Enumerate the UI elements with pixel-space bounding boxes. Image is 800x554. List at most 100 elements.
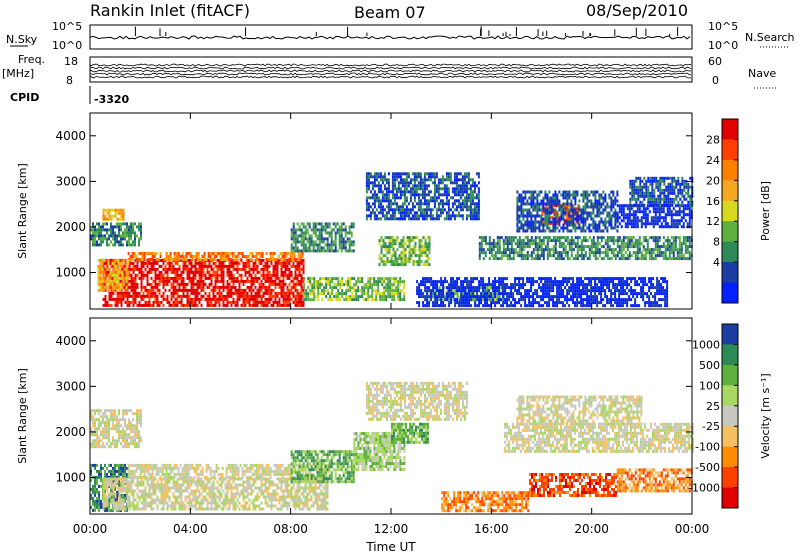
data-cell [550, 211, 553, 215]
data-cell [357, 298, 360, 302]
data-cell [516, 239, 519, 243]
data-cell [226, 282, 229, 286]
data-cell [383, 286, 386, 290]
data-cell [404, 251, 407, 255]
data-cell [451, 181, 454, 185]
data-cell [379, 190, 382, 194]
data-cell [379, 277, 382, 281]
data-cell [632, 213, 635, 217]
data-cell [502, 298, 505, 302]
data-cell [153, 255, 156, 258]
data-cell [526, 217, 529, 221]
data-cell [342, 243, 345, 247]
data-cell [554, 248, 557, 252]
data-cell [688, 245, 691, 249]
data-cell [102, 297, 105, 301]
data-cell [564, 251, 567, 255]
data-cell [496, 257, 499, 261]
data-cell [686, 251, 689, 255]
data-cell [205, 258, 208, 261]
data-cell [373, 190, 376, 194]
data-cell [113, 276, 116, 280]
data-cell [377, 196, 380, 200]
data-cell [121, 282, 124, 286]
data-cell [654, 239, 657, 243]
data-cell [436, 304, 439, 308]
data-cell [460, 289, 463, 293]
data-cell [102, 208, 105, 212]
data-cell [461, 214, 464, 218]
data-cell [286, 264, 289, 268]
data-cell [580, 251, 583, 255]
data-cell [106, 217, 109, 221]
data-cell [355, 295, 358, 299]
data-cell [614, 211, 617, 215]
data-cell [656, 242, 659, 246]
data-cell [554, 202, 557, 206]
data-cell [291, 258, 294, 261]
data-cell [367, 187, 370, 191]
data-cell [592, 205, 595, 209]
data-cell [429, 190, 432, 194]
data-cell [422, 251, 425, 255]
data-cell [122, 297, 125, 301]
data-cell [119, 261, 122, 265]
data-cell [562, 211, 565, 215]
data-cell [115, 279, 118, 283]
scatter-region [303, 277, 406, 302]
data-cell [320, 234, 323, 238]
data-cell [564, 202, 567, 206]
data-cell [94, 228, 96, 232]
data-cell [420, 251, 423, 255]
data-cell [510, 257, 513, 261]
data-cell [255, 255, 258, 258]
data-cell [158, 276, 161, 280]
data-cell [556, 257, 559, 261]
data-cell [612, 239, 615, 243]
data-cell [121, 276, 124, 280]
data-cell [220, 285, 223, 289]
data-cell [339, 283, 342, 287]
data-cell [417, 181, 420, 185]
data-cell [121, 270, 124, 274]
data-cell [465, 187, 468, 191]
data-cell [218, 279, 221, 283]
data-cell [260, 267, 263, 271]
data-cell [534, 196, 537, 200]
data-cell [646, 248, 649, 252]
data-cell [468, 301, 471, 305]
data-cell [335, 286, 338, 290]
data-cell [128, 234, 130, 238]
data-cell [274, 291, 277, 295]
data-cell [141, 252, 144, 255]
data-cell [490, 292, 493, 296]
data-cell [520, 202, 523, 206]
data-cell [296, 279, 299, 283]
data-cell [120, 297, 123, 301]
data-cell [388, 260, 391, 264]
data-cell [302, 264, 305, 268]
data-cell [548, 214, 551, 218]
data-cell [401, 193, 404, 197]
data-cell [409, 208, 412, 212]
data-cell [490, 242, 493, 246]
data-cell [566, 193, 569, 197]
data-cell [626, 204, 629, 208]
data-cell [477, 175, 480, 179]
data-cell [232, 297, 235, 301]
data-cell [128, 243, 130, 247]
data-cell [117, 276, 120, 280]
data-cell [686, 236, 689, 240]
data-cell [234, 291, 237, 295]
data-cell [166, 279, 169, 283]
data-cell [478, 280, 481, 284]
data-cell [276, 261, 279, 265]
data-cell [386, 260, 389, 264]
data-cell [305, 298, 308, 302]
data-cell [236, 261, 239, 265]
data-cell [666, 257, 669, 261]
data-cell [544, 190, 547, 194]
data-cell [110, 303, 113, 307]
data-cell [628, 236, 631, 240]
data-cell [367, 289, 370, 293]
